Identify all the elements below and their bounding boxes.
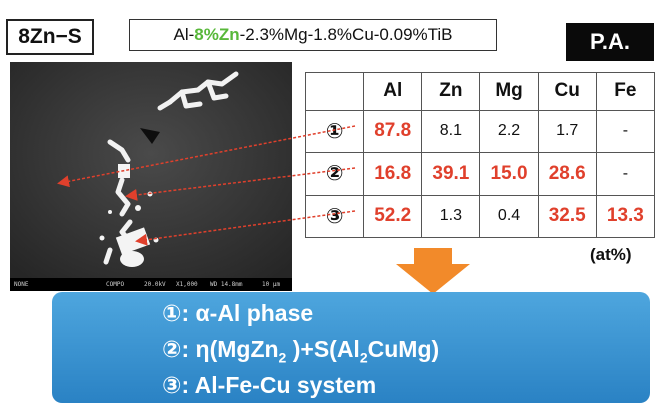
- sem-magnification: X1,000: [176, 281, 198, 288]
- table-cell: 52.2: [363, 194, 423, 238]
- table-row: ③ 52.2 1.3 0.4 32.5 13.3: [304, 194, 656, 238]
- table-header-al: Al: [363, 72, 423, 111]
- table-cell: 0.4: [479, 194, 539, 238]
- composition-table: Al Zn Mg Cu Fe ① 87.8 8.1 2.2 1.7 - ② 16…: [304, 72, 656, 238]
- summary-line-2-sub-2: 2: [359, 349, 368, 366]
- summary-line-2-part-a: ②: η(MgZn: [162, 336, 279, 362]
- summary-line-2-part-c: CuMg): [367, 336, 440, 362]
- table-header-zn: Zn: [421, 72, 481, 111]
- sem-scale-bar: 10 μm: [262, 281, 281, 288]
- table-cell: -: [595, 152, 656, 196]
- alloy-composition: Al- 8%Zn -2.3%Mg-1.8%Cu-0.09%TiB: [129, 19, 497, 51]
- table-header-row: Al Zn Mg Cu Fe: [304, 72, 656, 111]
- composition-prefix: Al-: [173, 25, 195, 44]
- unit-label: (at%): [590, 245, 632, 264]
- summary-box: ①: α-Al phase ②: η(MgZn2 )+S(Al2CuMg) ③:…: [52, 292, 650, 403]
- sem-label: NONE: [14, 281, 29, 288]
- sem-voltage: 20.0kV: [144, 281, 166, 288]
- table-row: ① 87.8 8.1 2.2 1.7 -: [304, 109, 656, 154]
- down-arrow-icon: [396, 248, 470, 294]
- summary-line-2-sub-1: 2: [278, 349, 287, 366]
- row-label: ②: [304, 152, 365, 196]
- table-cell: 13.3: [595, 194, 656, 238]
- table-cell: 8.1: [421, 109, 481, 154]
- table-cell: -: [595, 109, 656, 154]
- table-cell: 1.7: [537, 109, 597, 154]
- summary-line-3: ③: Al-Fe-Cu system: [162, 372, 377, 398]
- table-cell: 39.1: [421, 152, 481, 196]
- row-label: ①: [304, 109, 365, 154]
- sample-tag: 8Zn−S: [6, 19, 94, 55]
- table-cell: 28.6: [537, 152, 597, 196]
- table-cell: 16.8: [363, 152, 423, 196]
- sem-working-distance: WD 14.8mm: [210, 281, 243, 288]
- table-cell: 15.0: [479, 152, 539, 196]
- table-cell: 87.8: [363, 109, 423, 154]
- table-cell: 1.3: [421, 194, 481, 238]
- composition-suffix: -2.3%Mg-1.8%Cu-0.09%TiB: [239, 25, 453, 44]
- micrograph-graphic: [10, 62, 292, 291]
- composition-highlight: 8%Zn: [194, 25, 240, 44]
- table-row: ② 16.8 39.1 15.0 28.6 -: [304, 152, 656, 196]
- table-header-cu: Cu: [537, 72, 597, 111]
- table-header-mg: Mg: [479, 72, 539, 111]
- table-cell: 32.5: [537, 194, 597, 238]
- row-label: ③: [304, 194, 365, 238]
- summary-line-1: ①: α-Al phase: [162, 300, 314, 326]
- sem-info-bar: NONE COMPO 20.0kV X1,000 WD 14.8mm 10 μm: [10, 278, 292, 291]
- summary-line-2-part-b: )+S(Al: [286, 336, 360, 362]
- sem-micrograph: NONE COMPO 20.0kV X1,000 WD 14.8mm 10 μm: [10, 62, 292, 291]
- table-header-fe: Fe: [595, 72, 656, 111]
- table-cell: 2.2: [479, 109, 539, 154]
- sem-mode: COMPO: [106, 281, 125, 288]
- condition-badge: P.A.: [566, 23, 654, 61]
- summary-line-2: ②: η(MgZn2 )+S(Al2CuMg): [162, 336, 439, 366]
- table-header-corner: [304, 72, 365, 111]
